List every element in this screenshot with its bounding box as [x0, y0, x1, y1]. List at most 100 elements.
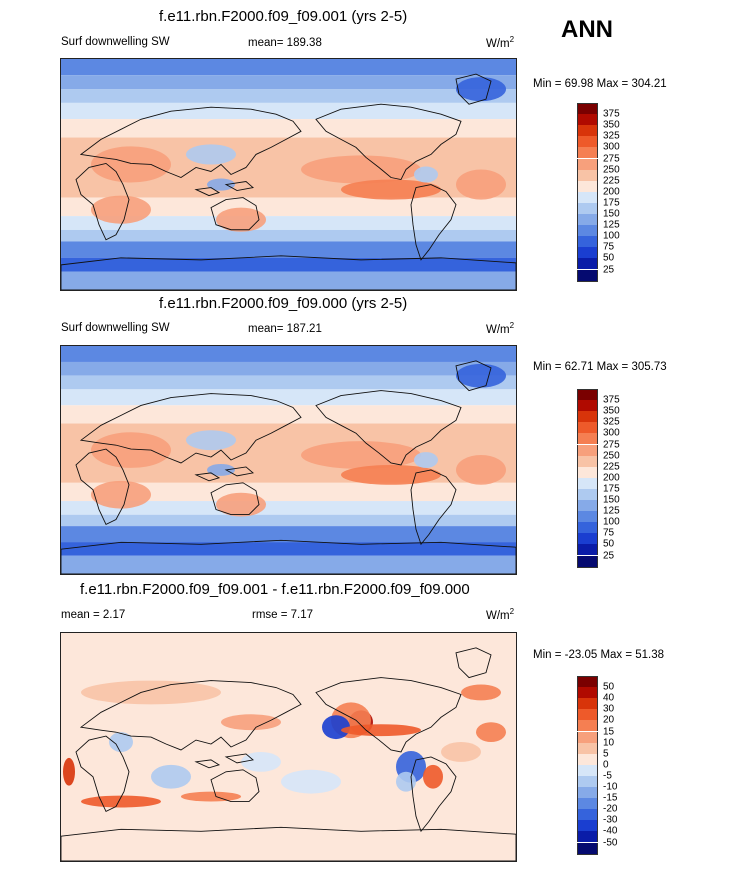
colorbar-box [577, 114, 598, 126]
colorbar-box [577, 103, 598, 116]
colorbar-tick-label: 5 [603, 748, 609, 760]
map-field [61, 59, 516, 290]
colorbar-box [577, 247, 598, 259]
panel-2-units-label: W/m2 [486, 321, 515, 336]
colorbar-box [577, 488, 598, 500]
colorbar-box [577, 555, 598, 568]
colorbar-box [577, 444, 598, 456]
colorbar-tick-label: 25 [603, 264, 615, 275]
colorbar-tick-label: 250 [603, 450, 620, 462]
colorbar-tick-label: 15 [603, 726, 615, 737]
colorbar-box [577, 533, 598, 545]
colorbar-tick-label: 325 [603, 130, 620, 142]
coastline [75, 448, 130, 526]
colorbar-box [577, 522, 598, 534]
colorbar-tick-label: 225 [603, 175, 620, 187]
panel-3-rmse-label: rmse = 7.17 [252, 609, 314, 621]
colorbar-tick-label: 300 [603, 141, 620, 153]
colorbar-tick-label: -10 [603, 781, 618, 793]
colorbar-tick-label: 150 [603, 494, 620, 506]
colorbar-tick-label: 30 [603, 703, 615, 715]
panel-3-map [60, 632, 517, 862]
panel-3-units-label: W/m2 [486, 607, 515, 622]
colorbar-tick-label: -20 [603, 803, 618, 815]
colorbar-tick-label: 25 [603, 550, 615, 561]
panel-2-map [60, 345, 517, 575]
colorbar-box [577, 258, 598, 270]
panel-3-title: f.e11.rbn.F2000.f09_f09.001 - f.e11.rbn.… [80, 581, 470, 598]
colorbar-box [577, 400, 598, 412]
panel-3-minmax-label: Min = -23.05 Max = 51.38 [533, 649, 665, 661]
colorbar-tick-label: 125 [603, 505, 620, 517]
colorbar-box [577, 511, 598, 523]
coastline [315, 677, 462, 753]
coastline [61, 539, 516, 574]
colorbar-tick-label: 125 [603, 219, 620, 231]
panel-2-mean-label: mean= 187.21 [248, 323, 322, 335]
colorbar-tick-label: 20 [603, 714, 615, 726]
colorbar-tick-label: 250 [603, 164, 620, 176]
colorbar-box [577, 236, 598, 248]
panel-1-mean-label: mean= 189.38 [248, 37, 322, 49]
colorbar-tick-label: 175 [603, 483, 620, 495]
colorbar-box [577, 764, 598, 776]
colorbar-tick-label: 75 [603, 527, 615, 539]
colorbar-box [577, 500, 598, 512]
coastline [315, 103, 462, 181]
coastline [410, 756, 457, 833]
panel-2-minmax-label: Min = 62.71 Max = 305.73 [533, 361, 667, 373]
coastline [315, 390, 462, 466]
colorbar-box [577, 809, 598, 821]
colorbar-tick-label: -15 [603, 792, 618, 804]
colorbar-box [577, 775, 598, 787]
colorbar-tick-label: 10 [603, 737, 615, 749]
colorbar-tick-label: 150 [603, 208, 620, 220]
coastline [61, 826, 516, 861]
colorbar-box [577, 477, 598, 489]
panel-1-map [60, 58, 517, 291]
colorbar-box [577, 820, 598, 832]
coastline [224, 753, 255, 764]
colorbar-box [577, 191, 598, 203]
panel-1-units-label: W/m2 [486, 35, 515, 50]
colorbar-box [577, 147, 598, 159]
coastline [210, 769, 260, 802]
colorbar-tick-label: 225 [603, 461, 620, 473]
colorbar-tick-label: -50 [603, 837, 618, 848]
coastline [61, 255, 516, 290]
colorbar-box [577, 169, 598, 181]
coastline [75, 735, 130, 813]
colorbar-box [577, 753, 598, 765]
colorbar-tick-label: 350 [603, 119, 620, 131]
colorbar-tick-label: 0 [603, 759, 609, 771]
panel-3-mean-label: mean = 2.17 [61, 609, 126, 621]
colorbar-tick-label: 100 [603, 516, 620, 528]
colorbar-box [577, 136, 598, 148]
colorbar-box [577, 433, 598, 445]
colorbar-tick-label: 175 [603, 197, 620, 209]
colorbar-tick-label: 50 [603, 681, 615, 693]
colorbar-tick-label: 40 [603, 692, 615, 704]
colorbar-tick-label: 375 [603, 108, 620, 120]
colorbar-tick-label: 300 [603, 427, 620, 439]
coastline [224, 466, 255, 477]
colorbar-tick-label: 350 [603, 405, 620, 417]
coastline [79, 393, 302, 464]
colorbar-tick-label: 50 [603, 252, 615, 264]
colorbar-box [577, 466, 598, 478]
panel-2-title: f.e11.rbn.F2000.f09_f09.000 (yrs 2-5) [159, 295, 408, 312]
coastline [210, 482, 260, 515]
colorbar-box [577, 731, 598, 743]
colorbar-tick-label: 100 [603, 230, 620, 242]
panel-2-variable-label: Surf downwelling SW [61, 322, 170, 334]
coastline [210, 197, 260, 231]
colorbar-box [577, 709, 598, 721]
colorbar-tick-label: 275 [603, 439, 620, 450]
coastline [224, 181, 255, 192]
coastline [410, 184, 457, 261]
colorbar-box [577, 787, 598, 799]
colorbar-box [577, 214, 598, 226]
colorbar-box [577, 687, 598, 699]
colorbar-box [577, 742, 598, 754]
colorbar-box [577, 411, 598, 423]
